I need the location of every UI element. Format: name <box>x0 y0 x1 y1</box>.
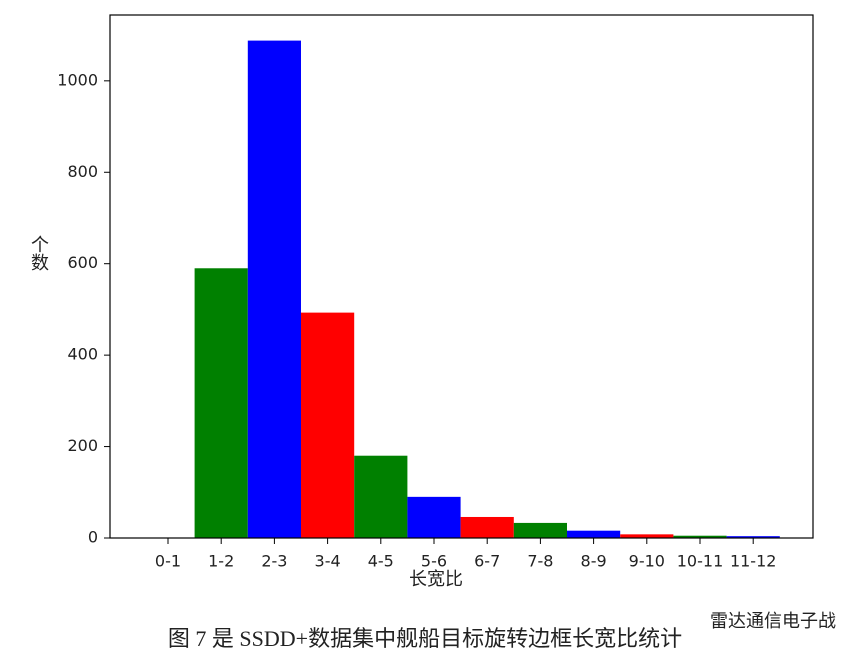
bar <box>673 535 727 538</box>
y-tick-label: 800 <box>67 162 98 181</box>
y-axis-label: 个数 <box>28 235 49 271</box>
x-tick-label: 2-3 <box>261 552 287 571</box>
y-tick-label: 400 <box>67 345 98 364</box>
y-tick-label: 1000 <box>57 70 98 89</box>
bar <box>620 534 674 538</box>
bar <box>354 455 408 538</box>
bar <box>301 312 355 538</box>
x-tick-label: 6-7 <box>474 552 500 571</box>
x-tick-label: 7-8 <box>527 552 553 571</box>
x-tick-label: 8-9 <box>581 552 607 571</box>
bar <box>726 536 780 538</box>
watermark: 雷达通信电子战 <box>710 611 836 632</box>
x-tick-label: 0-1 <box>155 552 181 571</box>
x-tick-label: 11-12 <box>730 552 777 571</box>
x-tick-label: 3-4 <box>315 552 341 571</box>
y-tick-label: 200 <box>67 436 98 455</box>
bar <box>513 522 567 538</box>
x-tick-label: 9-10 <box>629 552 665 571</box>
x-axis-label: 长宽比 <box>409 569 463 590</box>
bar <box>194 268 248 538</box>
caption: 图 7 是 SSDD+数据集中舰船目标旋转边框长宽比统计 <box>168 626 682 651</box>
bar <box>407 496 461 538</box>
bar <box>460 516 514 538</box>
y-tick-label: 0 <box>88 528 98 547</box>
x-tick-label: 10-11 <box>677 552 724 571</box>
plot-frame <box>109 14 814 539</box>
y-tick-label: 600 <box>67 253 98 272</box>
x-tick-label: 4-5 <box>368 552 394 571</box>
x-tick-label: 5-6 <box>421 552 447 571</box>
bar <box>567 530 621 538</box>
x-tick-label: 1-2 <box>208 552 234 571</box>
bar <box>247 40 301 538</box>
